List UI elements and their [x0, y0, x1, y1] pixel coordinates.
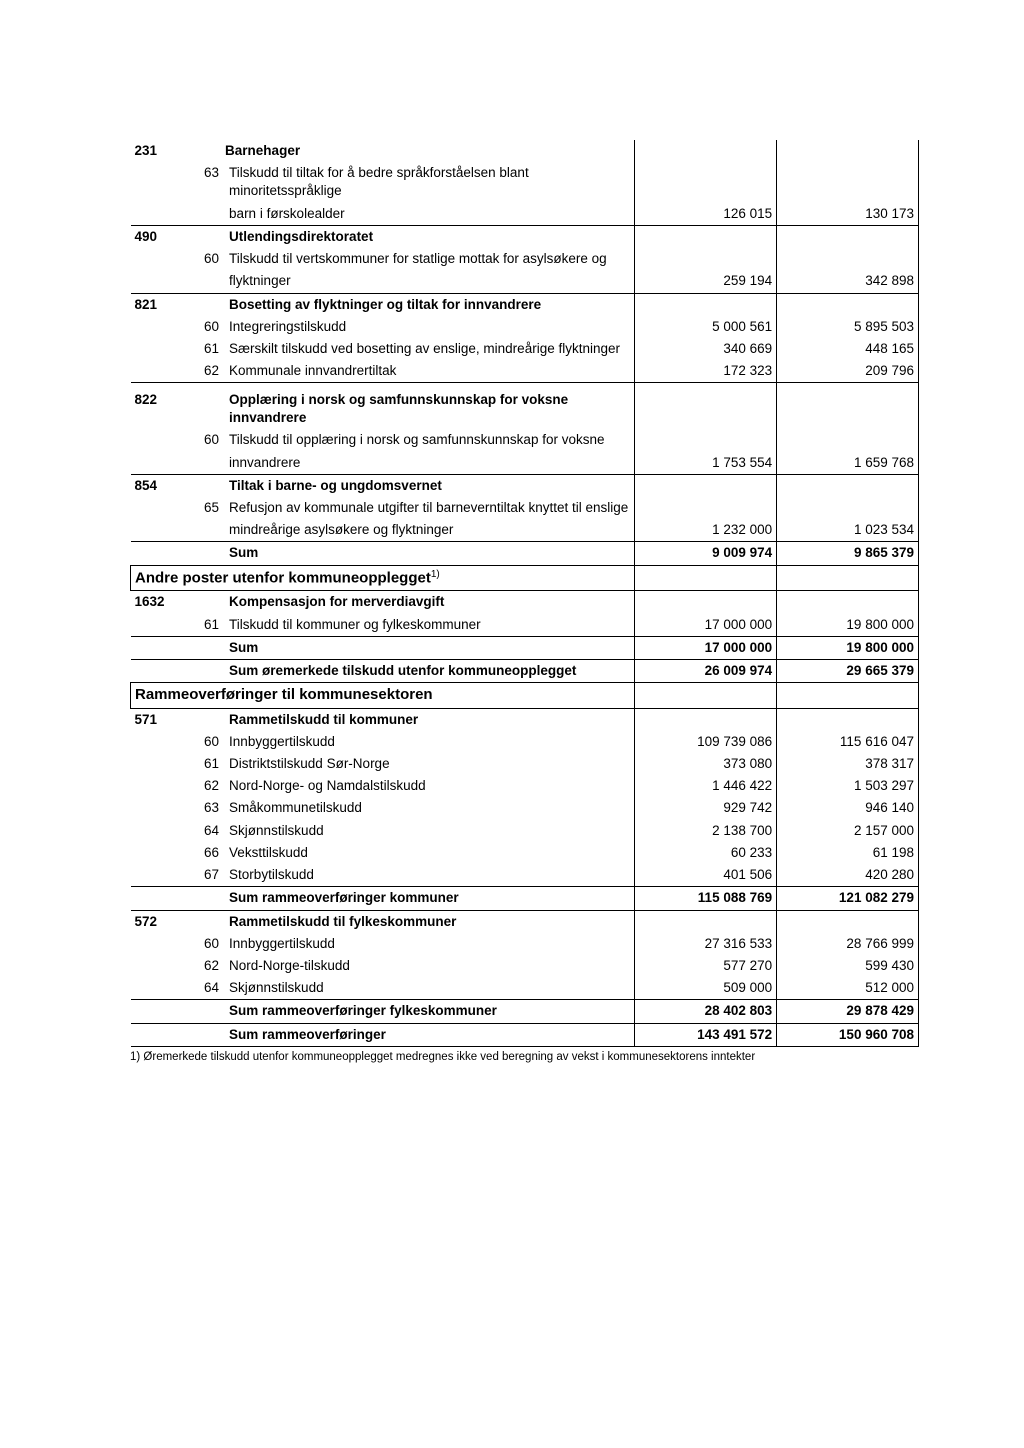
table-row: 60 Tilskudd til opplæring i norsk og sam…	[131, 429, 919, 451]
section-header-row: Rammeoverføringer til kommunesektoren	[131, 683, 919, 708]
row-value: 259 194	[635, 270, 777, 293]
row-title: Barnehager	[225, 140, 635, 162]
table-row: Sum rammeoverføringer kommuner 115 088 7…	[131, 887, 919, 910]
section-header-row: Andre poster utenfor kommuneopplegget1)	[131, 565, 919, 591]
row-value: 126 015	[635, 203, 777, 226]
table-row: 64Skjønnstilskudd2 138 7002 157 000	[131, 820, 919, 842]
table-row: 60Innbyggertilskudd27 316 53328 766 999	[131, 933, 919, 955]
table-row: 61 Tilskudd til kommuner og fylkeskommun…	[131, 614, 919, 637]
row-value: 130 173	[777, 203, 919, 226]
row-desc: flyktninger	[225, 270, 635, 293]
table-row: 61Distriktstilskudd Sør-Norge373 080378 …	[131, 753, 919, 775]
table-row: 63Småkommunetilskudd929 742946 140	[131, 797, 919, 819]
row-code: 490	[131, 225, 194, 248]
table-row: 60 Integreringstilskudd 5 000 561 5 895 …	[131, 316, 919, 338]
table-row: 65 Refusjon av kommunale utgifter til ba…	[131, 497, 919, 519]
table-row: 62Nord-Norge-tilskudd577 270599 430	[131, 955, 919, 977]
table-row: 1632 Kompensasjon for merverdiavgift	[131, 591, 919, 614]
row-value: 342 898	[777, 270, 919, 293]
section-title: Rammeoverføringer til kommunesektoren	[135, 686, 433, 703]
table-row: Sum rammeoverføringer 143 491 572 150 96…	[131, 1023, 919, 1046]
footnote-marker: 1)	[431, 569, 440, 580]
row-code: 231	[131, 140, 194, 162]
table-row: 231 Barnehager	[131, 140, 919, 162]
table-row: Sum øremerkede tilskudd utenfor kommuneo…	[131, 660, 919, 683]
table-row: 60Innbyggertilskudd109 739 086115 616 04…	[131, 731, 919, 753]
table-row: Sum 17 000 000 19 800 000	[131, 636, 919, 659]
table-row: 822 Opplæring i norsk og samfunnskunnska…	[131, 389, 919, 429]
budget-table: 231 Barnehager 63 Tilskudd til tiltak fo…	[130, 140, 919, 1047]
table-row: 62 Kommunale innvandrertiltak 172 323 20…	[131, 360, 919, 383]
row-title: Utlendingsdirektoratet	[225, 225, 635, 248]
table-row: 66Veksttilskudd60 23361 198	[131, 842, 919, 864]
table-row: 63 Tilskudd til tiltak for å bedre språk…	[131, 162, 919, 202]
table-row: Sum 9 009 974 9 865 379	[131, 542, 919, 565]
row-sub: 63	[194, 162, 226, 202]
table-row: flyktninger 259 194 342 898	[131, 270, 919, 293]
table-row: 64Skjønnstilskudd509 000512 000	[131, 977, 919, 1000]
table-row: innvandrere 1 753 554 1 659 768	[131, 452, 919, 475]
row-desc: Tilskudd til tiltak for å bedre språkfor…	[225, 162, 635, 202]
row-desc: barn i førskolealder	[225, 203, 635, 226]
table-row: 572 Rammetilskudd til fylkeskommuner	[131, 910, 919, 933]
table-row: 61 Særskilt tilskudd ved bosetting av en…	[131, 338, 919, 360]
table-row: 571 Rammetilskudd til kommuner	[131, 708, 919, 731]
table-row: Sum rammeoverføringer fylkeskommuner 28 …	[131, 1000, 919, 1023]
table-row: 62Nord-Norge- og Namdalstilskudd1 446 42…	[131, 775, 919, 797]
row-desc: Tilskudd til vertskommuner for statlige …	[225, 248, 635, 270]
table-row: 67Storbytilskudd401 506420 280	[131, 864, 919, 887]
footnote-text: 1) Øremerkede tilskudd utenfor kommuneop…	[130, 1051, 919, 1063]
row-sub: 60	[194, 248, 226, 270]
table-row: 854 Tiltak i barne- og ungdomsvernet	[131, 474, 919, 497]
table-row: 821 Bosetting av flyktninger og tiltak f…	[131, 293, 919, 316]
row-code: 821	[131, 293, 194, 316]
table-row: barn i førskolealder 126 015 130 173	[131, 203, 919, 226]
row-title: Bosetting av flyktninger og tiltak for i…	[225, 293, 635, 316]
table-row: mindreårige asylsøkere og flyktninger 1 …	[131, 519, 919, 542]
section-title: Andre poster utenfor kommuneopplegget	[135, 569, 431, 586]
table-row: 490 Utlendingsdirektoratet	[131, 225, 919, 248]
table-row: 60 Tilskudd til vertskommuner for statli…	[131, 248, 919, 270]
